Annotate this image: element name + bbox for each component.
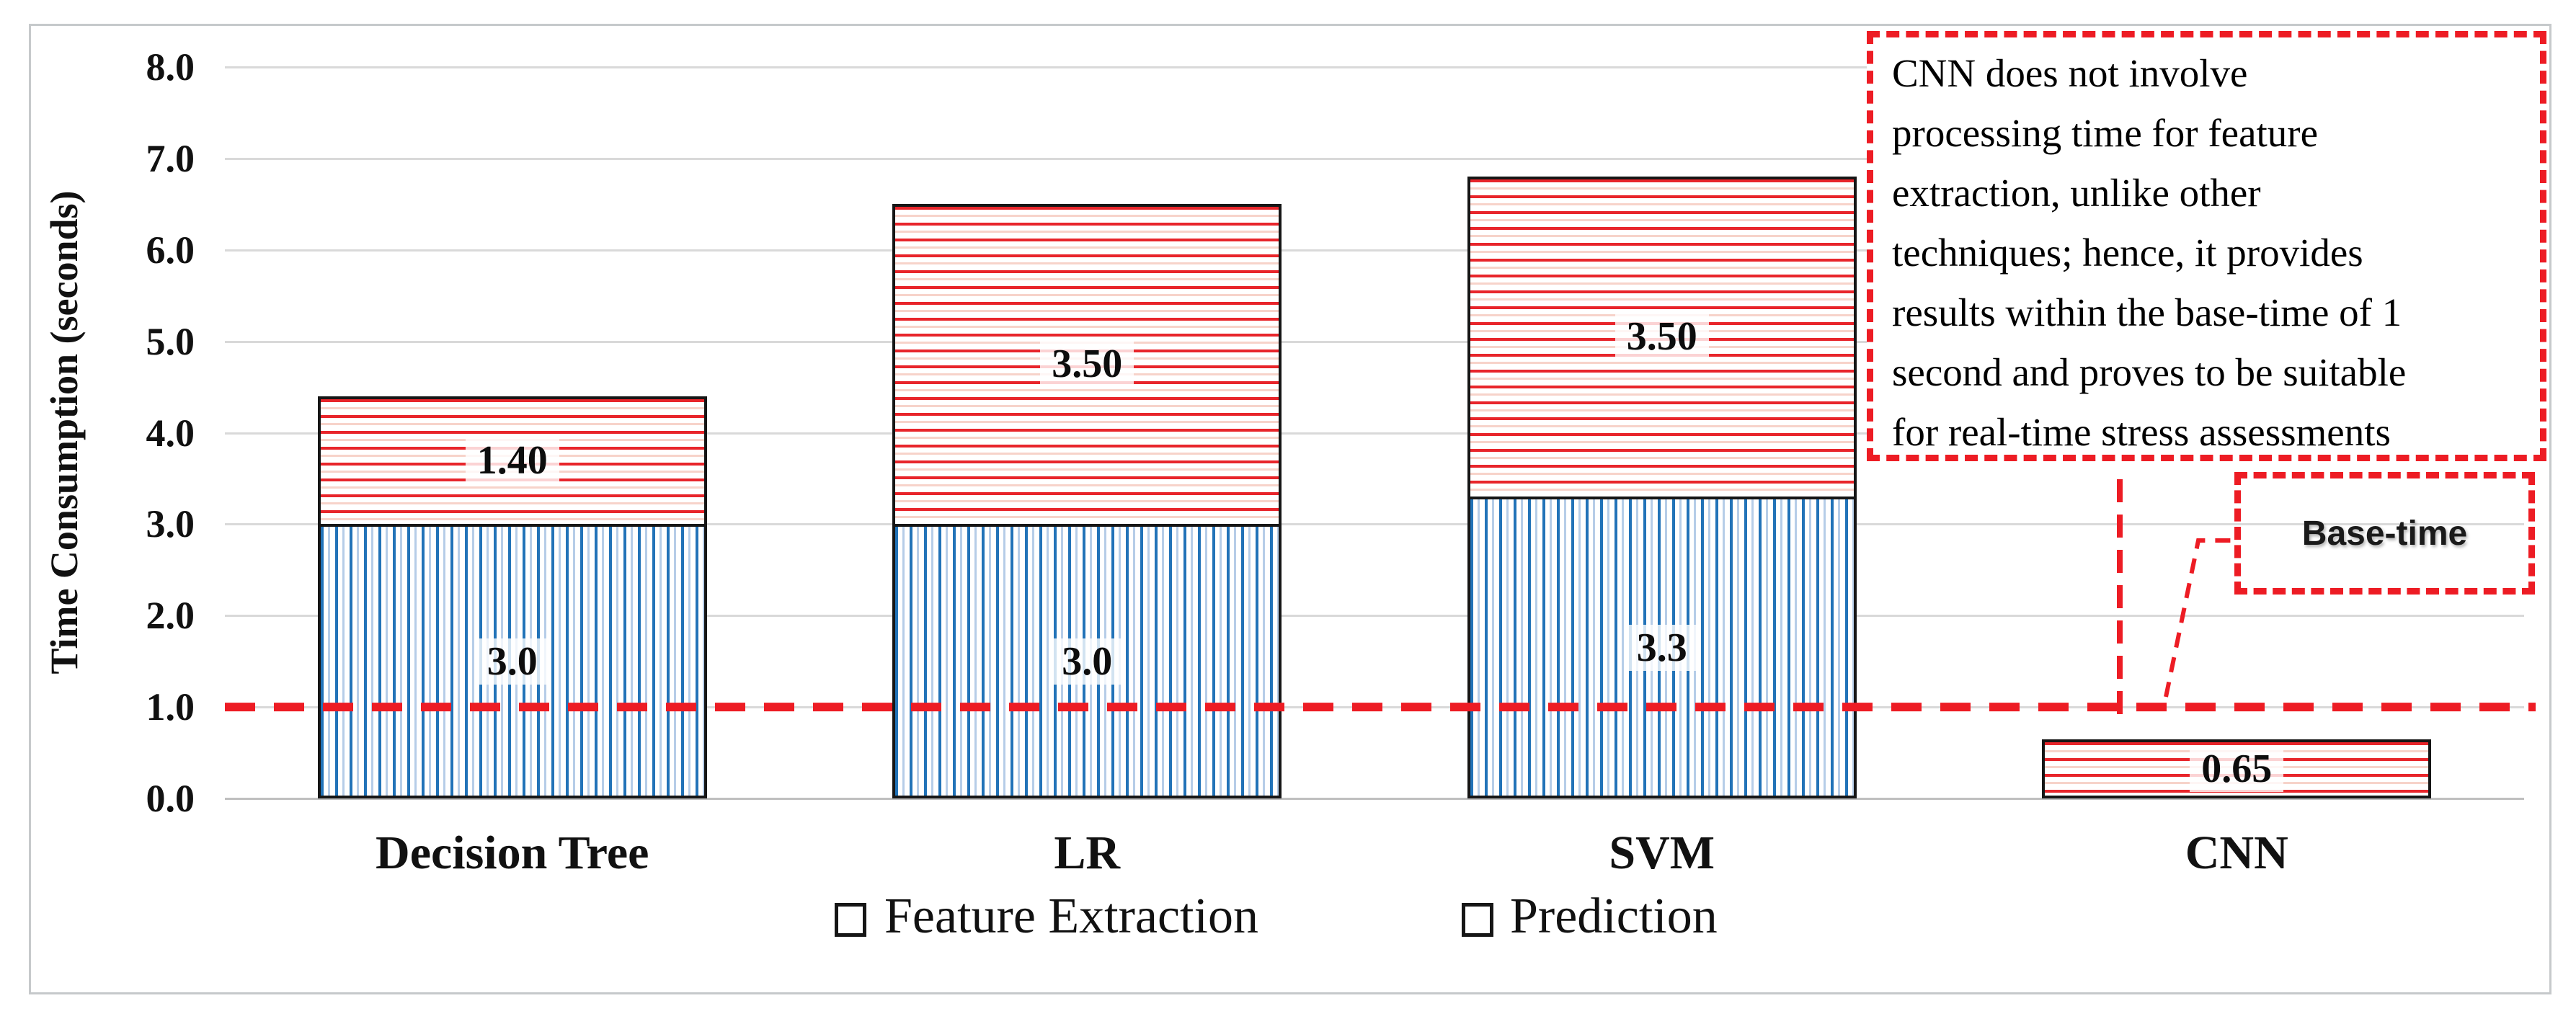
y-tick-label: 7.0 — [146, 136, 195, 180]
bar-value-label-prediction: 3.50 — [1615, 313, 1709, 360]
bar-value-label-prediction: 0.65 — [2190, 745, 2284, 792]
bar-value-label-feature-extraction: 3.0 — [475, 638, 549, 685]
gridline — [225, 432, 2524, 435]
legend-label-feature-extraction: Feature Extraction — [884, 889, 1258, 944]
category-label-decision-tree: Decision Tree — [376, 827, 649, 879]
bar-value-label-feature-extraction: 3.0 — [1050, 638, 1124, 685]
y-tick-label: 5.0 — [146, 319, 195, 363]
base-time-label: Base-time — [2301, 514, 2468, 553]
y-tick-label: 8.0 — [146, 45, 195, 89]
category-label-cnn: CNN — [2185, 827, 2288, 879]
bar-value-label-feature-extraction: 3.3 — [1625, 624, 1699, 671]
y-axis-title: Time Consumption (seconds) — [43, 190, 86, 674]
legend-swatch-feature-extraction — [835, 903, 866, 937]
legend-label-prediction: Prediction — [1510, 889, 1718, 944]
gridline — [225, 340, 2524, 343]
base-time-callout-box: Base-time — [2234, 472, 2535, 595]
bar-segment-prediction — [1467, 177, 1857, 497]
gridline — [225, 249, 2524, 251]
y-tick-label: 3.0 — [146, 502, 195, 546]
gridline — [225, 615, 2524, 618]
y-tick-label: 2.0 — [146, 594, 195, 638]
y-tick-label: 6.0 — [146, 228, 195, 272]
annotation-box: CNN does not involve processing time for… — [1867, 31, 2546, 461]
legend-swatch-prediction — [1462, 903, 1493, 937]
category-label-svm: SVM — [1609, 827, 1715, 879]
legend: Feature Extraction Prediction — [0, 888, 2576, 960]
category-label-lr: LR — [1054, 827, 1121, 879]
y-tick-label: 4.0 — [146, 411, 195, 455]
y-tick-label: 0.0 — [146, 777, 195, 820]
bar-value-label-prediction: 3.50 — [1040, 341, 1134, 388]
gridline — [225, 157, 2524, 160]
bar-value-label-prediction: 1.40 — [465, 437, 559, 484]
y-tick-label: 1.0 — [146, 685, 195, 729]
x-axis-line — [225, 798, 2524, 800]
gridline — [225, 66, 2524, 68]
bar-segment-prediction — [892, 204, 1282, 525]
gridline — [225, 523, 2524, 526]
